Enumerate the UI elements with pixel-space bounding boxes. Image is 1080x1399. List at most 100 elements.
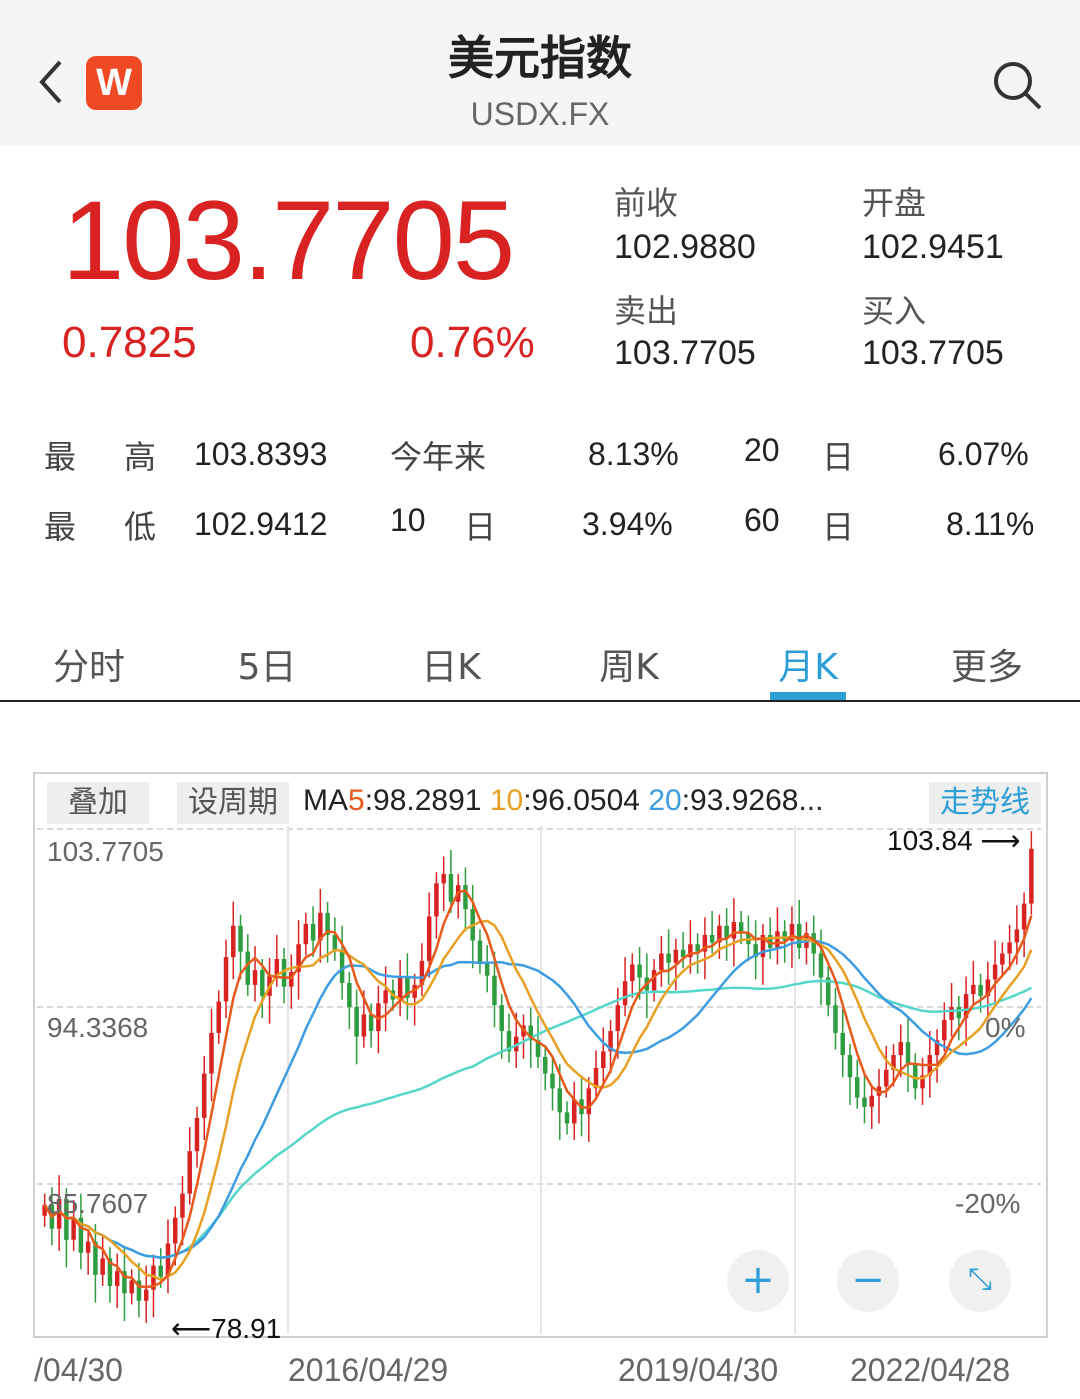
candle-body	[463, 885, 468, 910]
candle-body	[506, 1031, 512, 1052]
candle-body	[854, 1077, 860, 1098]
candle-body	[920, 1075, 925, 1089]
candle-body	[281, 959, 287, 987]
zoom-out-button[interactable]: −	[837, 1250, 899, 1312]
tab-daily-k[interactable]: 日K	[421, 647, 481, 688]
candle-body	[825, 977, 831, 1006]
candle-body	[709, 934, 715, 943]
fullscreen-icon[interactable]: ⤡	[949, 1250, 1011, 1312]
zoom-in-button[interactable]: +	[727, 1250, 789, 1312]
candle-body	[796, 923, 802, 948]
candle-body	[695, 944, 700, 952]
candle-body	[405, 977, 410, 998]
overlay-button[interactable]: 叠加	[47, 782, 149, 824]
active-tab-indicator	[770, 692, 846, 700]
kline-chart[interactable]: 叠加 设周期 MA5:98.2891 10:96.0504 20:93.9268…	[33, 772, 1048, 1344]
ma20-value: :93.9268...	[681, 784, 824, 817]
ma10-line	[43, 919, 1033, 1282]
d10-unit: 日	[464, 508, 497, 546]
candle-body	[673, 949, 679, 963]
candle-body	[622, 981, 628, 1006]
candle-body	[731, 922, 737, 939]
candle-body	[158, 1265, 163, 1277]
candle-body	[85, 1241, 91, 1253]
candle-body	[557, 1088, 563, 1113]
candle-body	[913, 1064, 918, 1089]
candle-body	[1014, 929, 1020, 943]
candle-body	[833, 1005, 838, 1033]
candle-body	[93, 1241, 98, 1275]
candle-body	[303, 923, 309, 945]
candle-body	[238, 925, 243, 952]
trend-line-button[interactable]: 走势线	[929, 782, 1041, 824]
candle-body	[122, 1271, 127, 1294]
candle-body	[608, 1031, 613, 1052]
sell-label: 卖出	[614, 292, 679, 330]
tab-more[interactable]: 更多	[950, 647, 1023, 688]
candle-body	[942, 1019, 947, 1041]
candle-body	[789, 923, 795, 941]
ma5-line	[43, 889, 1033, 1289]
candle-body	[753, 944, 758, 958]
candle-body	[738, 922, 744, 934]
y-label-bottom: 85.7607	[47, 1188, 149, 1219]
candle-body	[840, 1032, 845, 1056]
ma5-value: :98.2891	[364, 784, 490, 817]
ma-readout: MA5:98.2891 10:96.0504 20:93.9268...	[303, 784, 823, 818]
tab-intraday[interactable]: 分时	[52, 647, 125, 688]
candle-body	[448, 874, 454, 902]
candle-body	[782, 931, 787, 941]
ma-prefix: MA	[303, 784, 348, 817]
candle-body	[383, 990, 388, 1004]
candle-body	[702, 934, 708, 952]
low-label-1: 最	[44, 508, 77, 546]
tab-monthly-k[interactable]: 月K	[778, 647, 838, 688]
y-label-top: 103.7705	[47, 836, 164, 867]
candle-body	[100, 1258, 105, 1275]
candle-body	[129, 1280, 134, 1294]
prev-close-label: 前收	[614, 184, 679, 222]
candle-body	[659, 953, 664, 971]
candle-body	[492, 975, 497, 1006]
candle-body	[172, 1217, 178, 1244]
candle-body	[354, 1007, 359, 1037]
candle-body	[992, 964, 998, 980]
d60-value: 8.11%	[946, 506, 1035, 542]
high-label-1: 最	[44, 438, 77, 476]
ytd-label: 今年来	[390, 438, 487, 476]
candle-body	[201, 1073, 207, 1118]
candle-body	[862, 1097, 867, 1107]
candle-body	[114, 1271, 120, 1286]
candle-body	[651, 970, 657, 991]
candle-body	[397, 977, 403, 1000]
price-change: 0.7825	[62, 318, 197, 367]
price-change-pct: 0.76%	[410, 318, 535, 367]
d60-unit: 日	[822, 508, 855, 546]
candle-body	[593, 1067, 599, 1089]
open-label: 开盘	[862, 184, 927, 222]
ma20-line	[43, 939, 1033, 1259]
candle-body	[767, 934, 773, 948]
tab-weekly-k[interactable]: 周K	[599, 647, 659, 688]
low-value: 102.9412	[194, 506, 328, 542]
candle-body	[543, 1056, 548, 1074]
chevron-left-icon[interactable]	[30, 52, 74, 112]
set-period-button[interactable]: 设周期	[177, 782, 289, 824]
candle-body	[216, 1001, 222, 1033]
search-icon[interactable]	[990, 58, 1046, 114]
candle-body	[332, 934, 338, 950]
high-value: 103.8393	[194, 436, 328, 472]
candle-body	[717, 925, 722, 943]
open-value: 102.9451	[862, 228, 1004, 266]
candle-body	[724, 925, 729, 939]
candle-body	[869, 1095, 875, 1107]
candle-body	[934, 1040, 940, 1056]
candle-body	[296, 944, 301, 972]
candle-body	[891, 1055, 896, 1070]
tab-5day[interactable]: 5日	[237, 647, 297, 688]
min-annotation: ⟵78.91	[171, 1313, 282, 1344]
y-label-mid: 94.3368	[47, 1012, 149, 1043]
candle-body	[180, 1193, 185, 1218]
kline-svg	[37, 826, 1041, 1334]
candle-body	[499, 1005, 504, 1032]
